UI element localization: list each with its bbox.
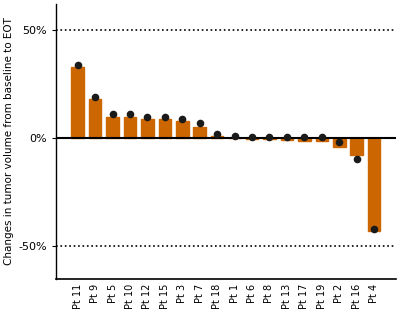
Point xyxy=(214,131,220,136)
Point xyxy=(74,62,81,67)
Bar xyxy=(72,67,84,138)
Bar xyxy=(89,99,102,138)
Bar xyxy=(176,121,188,138)
Bar xyxy=(141,119,154,138)
Point xyxy=(371,226,377,231)
Bar xyxy=(281,138,293,140)
Point xyxy=(336,140,342,145)
Point xyxy=(196,121,203,126)
Point xyxy=(92,95,98,100)
Point xyxy=(162,114,168,119)
Point xyxy=(109,112,116,117)
Bar xyxy=(350,138,363,156)
Bar xyxy=(246,138,258,139)
Point xyxy=(319,135,325,140)
Bar xyxy=(106,116,119,138)
Point xyxy=(144,114,151,119)
Bar xyxy=(368,138,380,231)
Bar xyxy=(194,127,206,138)
Bar xyxy=(333,138,346,147)
Bar xyxy=(159,119,171,138)
Bar xyxy=(211,136,224,138)
Bar xyxy=(263,138,276,139)
Bar xyxy=(124,116,136,138)
Point xyxy=(266,135,273,140)
Point xyxy=(232,133,238,138)
Point xyxy=(249,135,255,140)
Point xyxy=(354,156,360,161)
Bar xyxy=(298,138,311,141)
Point xyxy=(179,116,186,121)
Y-axis label: Changes in tumor volume from baseline to EOT: Changes in tumor volume from baseline to… xyxy=(4,18,14,265)
Point xyxy=(284,135,290,140)
Point xyxy=(301,135,308,140)
Point xyxy=(127,112,133,117)
Bar xyxy=(316,138,328,141)
